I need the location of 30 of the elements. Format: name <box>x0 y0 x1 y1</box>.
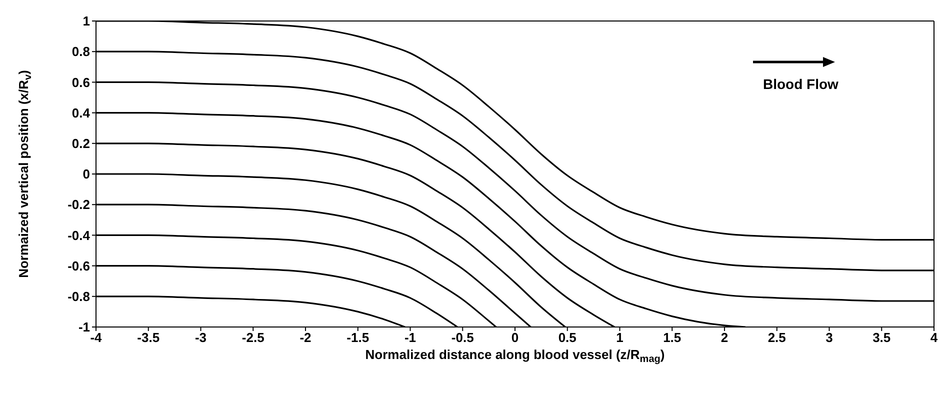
x-tick-label: 1.5 <box>663 330 682 346</box>
y-tick-label: 1 <box>82 14 90 29</box>
y-tick-label: 0.8 <box>72 44 90 60</box>
y-tick-label: 0.2 <box>72 136 90 152</box>
x-tick-label: 2 <box>720 330 728 346</box>
y-tick-label: 0.6 <box>72 74 90 90</box>
x-tick-label: 1 <box>616 330 624 346</box>
x-tick-label: 3.5 <box>872 330 891 346</box>
y-tick-label: -0.4 <box>68 228 91 243</box>
y-tick-label: -0.8 <box>68 289 90 304</box>
annotation: Blood Flow <box>763 76 838 92</box>
y-tick-label: -0.6 <box>68 258 90 274</box>
x-tick-label: 0 <box>511 330 519 346</box>
x-tick-label: -0.5 <box>451 330 474 346</box>
x-tick-label: -3 <box>194 330 207 346</box>
x-tick-label: -2 <box>300 330 312 346</box>
x-tick-label: 3 <box>826 330 833 346</box>
y-tick-label: 0 <box>82 166 90 182</box>
x-tick-label: 2.5 <box>768 330 786 346</box>
x-tick-label: -3.5 <box>137 330 160 346</box>
y-tick-label: -0.2 <box>68 197 90 212</box>
x-tick-label: -4 <box>90 330 103 346</box>
x-tick-label: -2.5 <box>242 330 264 346</box>
x-tick-label: 0.5 <box>558 330 576 346</box>
y-tick-label: -1 <box>78 320 90 335</box>
x-axis-title: Normalized distance along blood vessel (z/R$_{mag}$) <box>365 347 665 365</box>
x-tick-label: -1.5 <box>346 330 370 346</box>
y-tick-label: 0.4 <box>72 105 91 120</box>
x-tick-label: 4 <box>930 330 938 346</box>
x-tick-label: -1 <box>404 330 416 346</box>
